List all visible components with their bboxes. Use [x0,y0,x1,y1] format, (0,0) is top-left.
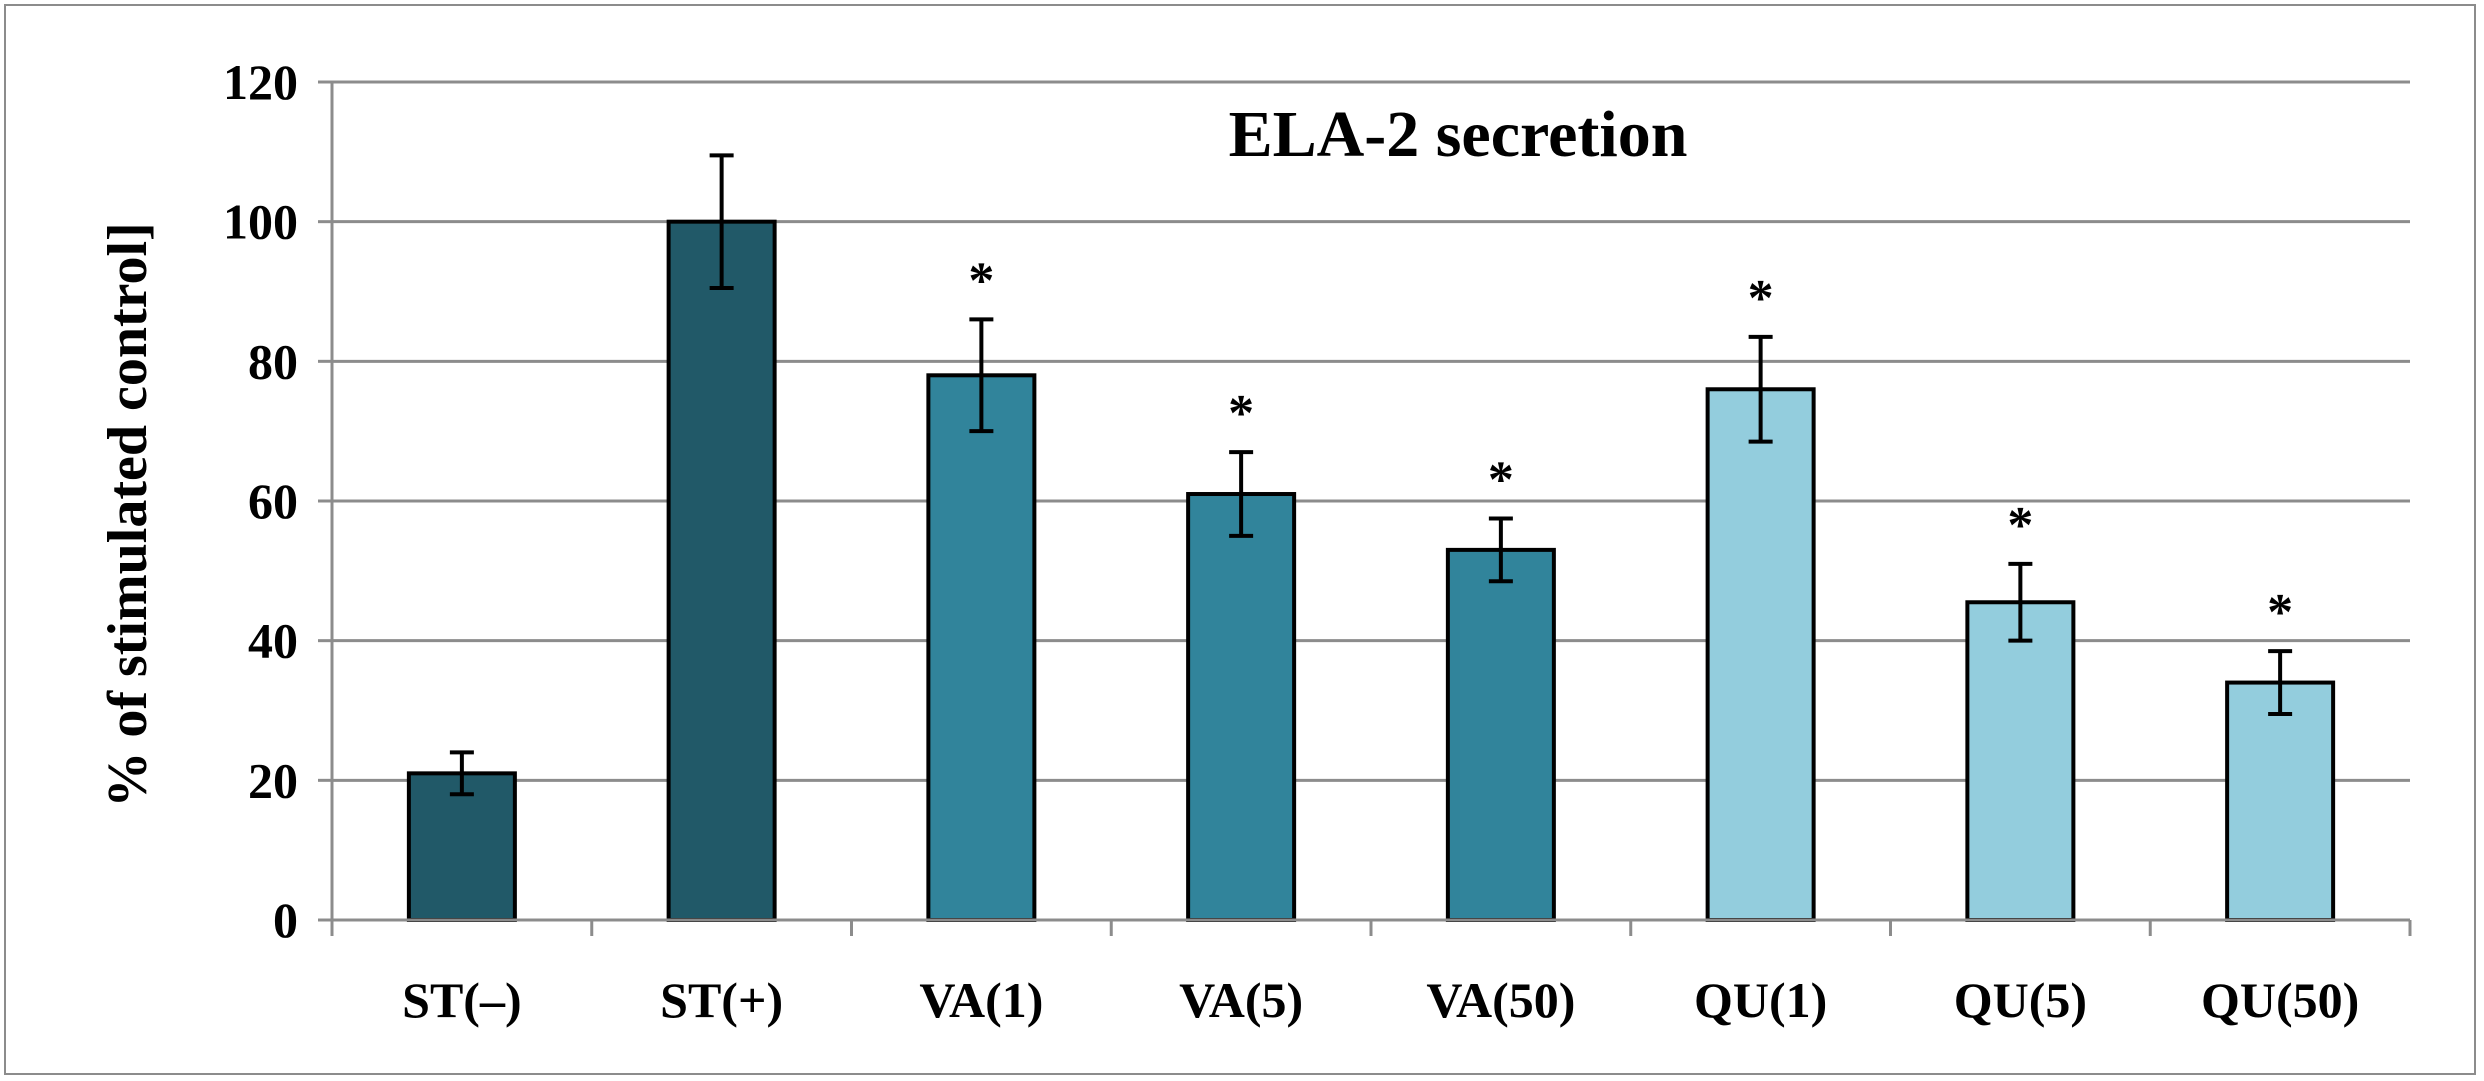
bar [1965,600,2076,923]
bar-chart: 0 20 40 60 80 100 120 ST(–) ST(+) * VA(1) * VA(5) * VA… [97,54,2412,1028]
significance-mark: * [2267,584,2293,641]
significance-mark: * [968,252,994,309]
y-tick-label: 20 [248,752,298,808]
bar [1186,492,1297,922]
x-tick-label: VA(1) [919,972,1043,1028]
y-tick-label: 60 [248,473,298,529]
labels: 0 20 40 60 80 100 120 ST(–) ST(+) * VA(1) * VA(5) * VA… [223,54,2359,1028]
significance-mark: * [1748,270,1774,327]
x-tick-label: QU(50) [2201,972,2359,1028]
y-tick-label: 80 [248,333,298,389]
x-tick-label: ST(+) [660,972,783,1028]
x-tick-label: VA(50) [1426,972,1575,1028]
significance-mark: * [1488,451,1514,508]
y-axis-label: % of stimulated control] [97,222,159,807]
axes [330,82,2410,922]
bar [666,219,777,922]
bars [406,153,2336,923]
gridlines [318,80,2412,936]
y-tick-label: 40 [248,613,298,669]
significance-mark: * [1228,385,1254,442]
bar [1445,547,1556,923]
bar [2225,680,2336,922]
y-tick-label: 0 [273,892,298,948]
chart-frame: 0 20 40 60 80 100 120 ST(–) ST(+) * VA(1) * VA(5) * VA… [4,4,2476,1075]
bar [1705,387,1816,922]
x-tick-label: VA(5) [1179,972,1303,1028]
chart-title: ELA-2 secretion [1229,98,1688,171]
y-tick-label: 120 [223,54,298,110]
significance-mark: * [2007,497,2033,554]
x-tick-label: QU(1) [1694,972,1827,1028]
x-tick-label: QU(5) [1954,972,2087,1028]
x-tick-label: ST(–) [402,972,521,1028]
y-tick-label: 100 [223,194,298,250]
bar [926,373,1037,922]
